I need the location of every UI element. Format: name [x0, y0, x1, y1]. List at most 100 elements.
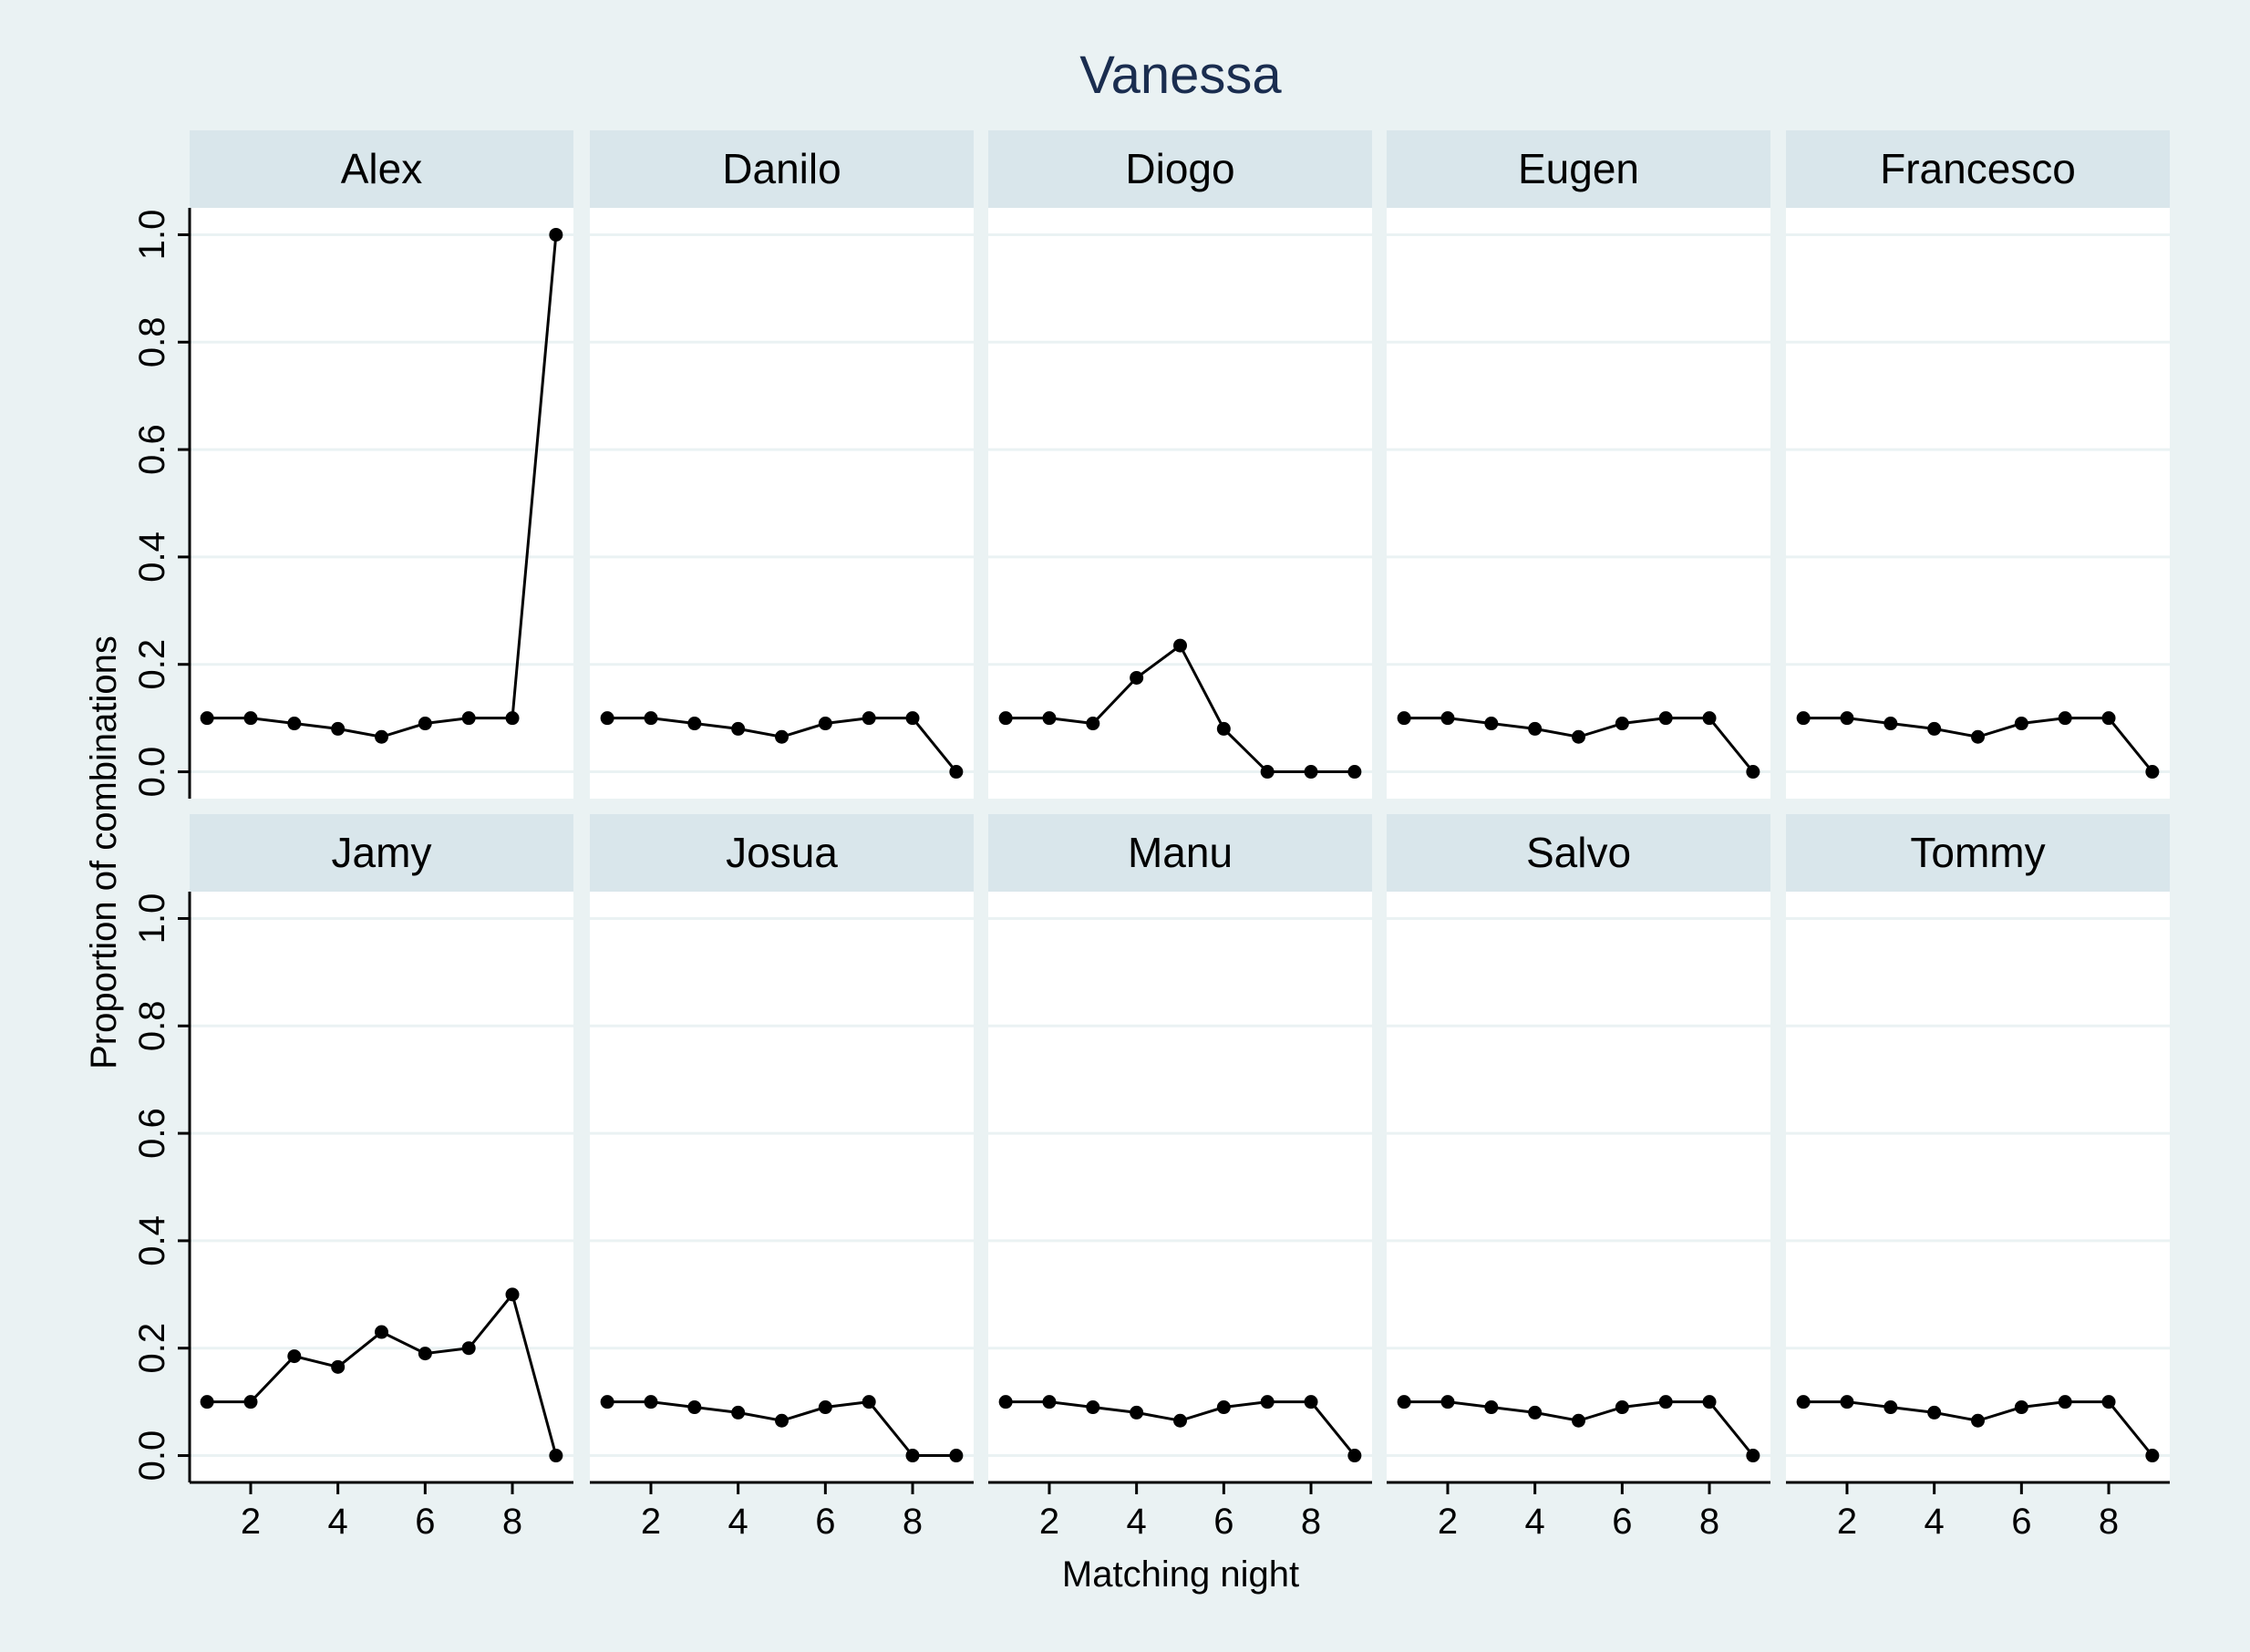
y-tick-label: 0.6: [132, 1108, 172, 1159]
panel-strip: [1387, 130, 1770, 208]
data-point: [1796, 711, 1811, 726]
data-point: [2058, 1395, 2072, 1409]
data-point: [1528, 721, 1543, 736]
data-point: [1927, 1405, 1942, 1420]
data-point: [1971, 1413, 1985, 1428]
data-point: [2058, 711, 2072, 726]
x-tick-label: 2: [641, 1502, 661, 1542]
data-point: [1304, 1395, 1318, 1409]
panel-label: Diogo: [1125, 145, 1234, 192]
data-point: [1173, 1413, 1187, 1428]
data-point: [1572, 729, 1585, 744]
panel-label: Danilo: [722, 145, 841, 192]
plot-area: [988, 208, 1372, 799]
data-point: [644, 711, 658, 726]
data-point: [1216, 1400, 1231, 1415]
data-point: [1840, 1395, 1854, 1409]
data-point: [549, 1449, 563, 1463]
data-point: [1347, 765, 1362, 780]
data-point: [818, 1400, 832, 1415]
data-point: [1397, 711, 1411, 726]
data-point: [1484, 1400, 1499, 1415]
data-point: [418, 717, 432, 731]
data-point: [1615, 1400, 1629, 1415]
data-point: [287, 717, 302, 731]
y-tick-label: 0.0: [132, 747, 172, 798]
data-point: [949, 765, 964, 780]
data-point: [549, 227, 563, 242]
plot-area: [190, 208, 573, 799]
panel-strip: [590, 814, 974, 892]
x-tick-label: 8: [903, 1502, 923, 1542]
x-tick-label: 6: [1213, 1502, 1233, 1542]
data-point: [644, 1395, 658, 1409]
panel-label: Alex: [341, 145, 422, 192]
panel-alex: Alex 0.0 0.2 0.4 0.6 0.8 1.0: [132, 130, 573, 799]
data-point: [1304, 765, 1318, 780]
x-tick-label: 2: [1837, 1502, 1857, 1542]
x-tick-label: 4: [1525, 1502, 1545, 1542]
plot-area: [1786, 892, 2170, 1482]
panel-eugen: Eugen: [1387, 130, 1770, 799]
data-point: [1440, 1395, 1455, 1409]
data-point: [905, 711, 920, 726]
data-point: [1397, 1395, 1411, 1409]
panel-salvo: Salvo 2 4 6 8: [1387, 814, 1770, 1542]
data-point: [1658, 1395, 1673, 1409]
data-point: [731, 1405, 746, 1420]
plot-area: [1786, 208, 2170, 799]
panel-label: Eugen: [1518, 145, 1639, 192]
data-point: [461, 711, 476, 726]
panel-josua: Josua 2 4 6 8: [590, 814, 974, 1542]
data-point: [1216, 721, 1231, 736]
x-tick-label: 6: [1612, 1502, 1632, 1542]
data-point: [949, 1449, 964, 1463]
data-point: [2101, 1395, 2116, 1409]
data-point: [1840, 711, 1854, 726]
y-tick-label: 0.0: [132, 1430, 172, 1482]
x-tick-label: 6: [415, 1502, 435, 1542]
x-tick-label: 4: [1127, 1502, 1147, 1542]
data-point: [998, 1395, 1013, 1409]
plot-area: [590, 208, 974, 799]
panel-label: Francesco: [1880, 145, 2076, 192]
data-point: [243, 1395, 258, 1409]
data-point: [1260, 765, 1275, 780]
x-tick-label: 2: [1039, 1502, 1059, 1542]
panel-manu: Manu 2 4 6 8: [988, 814, 1372, 1542]
data-point: [687, 717, 702, 731]
data-point: [418, 1347, 432, 1361]
data-point: [1086, 717, 1100, 731]
panel-strip: [190, 814, 573, 892]
panel-label: Josua: [726, 829, 838, 876]
data-point: [862, 1395, 876, 1409]
y-tick-label: 0.6: [132, 424, 172, 475]
x-tick-label: 2: [1438, 1502, 1458, 1542]
y-tick-label: 1.0: [132, 893, 172, 945]
x-tick-label: 8: [1301, 1502, 1321, 1542]
panel-strip: [1786, 814, 2170, 892]
data-point: [775, 729, 789, 744]
data-point: [375, 729, 388, 744]
data-point: [2145, 1449, 2160, 1463]
data-point: [1658, 711, 1673, 726]
plot-area: [1387, 208, 1770, 799]
data-point: [818, 717, 832, 731]
x-tick-label: 6: [2011, 1502, 2031, 1542]
panel-danilo: Danilo: [590, 130, 974, 799]
plot-area: [190, 892, 573, 1482]
panel-label: Manu: [1128, 829, 1233, 876]
data-point: [1971, 729, 1985, 744]
data-point: [243, 711, 258, 726]
data-point: [2145, 765, 2160, 780]
data-point: [1042, 711, 1057, 726]
data-point: [2101, 711, 2116, 726]
panel-label: Salvo: [1526, 829, 1631, 876]
x-tick-label: 4: [1925, 1502, 1945, 1542]
data-point: [1702, 711, 1717, 726]
x-tick-label: 2: [241, 1502, 261, 1542]
data-point: [2014, 1400, 2028, 1415]
panel-label: Jamy: [332, 829, 432, 876]
y-tick-label: 0.2: [132, 639, 172, 690]
